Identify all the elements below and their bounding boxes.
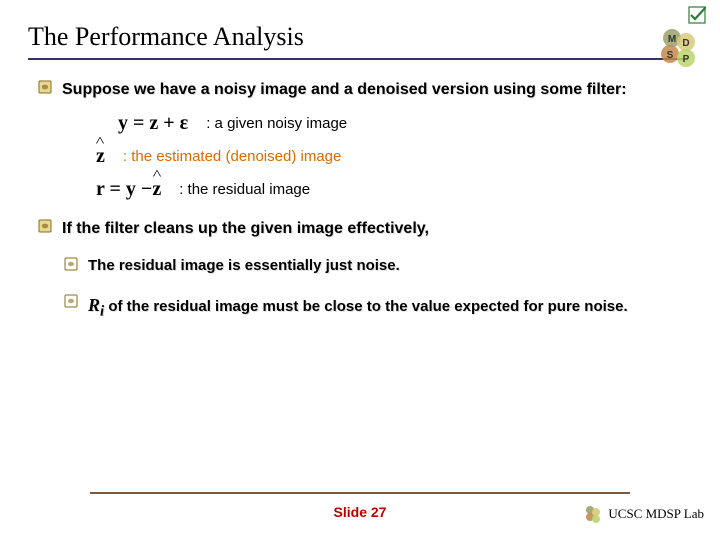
lab-logo-icon bbox=[583, 504, 603, 524]
bullet-item: The residual image is essentially just n… bbox=[64, 255, 692, 278]
bullet-item: Ri of the residual image must be close t… bbox=[64, 292, 692, 323]
lab-text: UCSC MDSP Lab bbox=[608, 506, 704, 522]
bullet-item: If the filter cleans up the given image … bbox=[38, 217, 692, 241]
formula-line: r = y − z : the residual image bbox=[96, 178, 692, 201]
corner-logo-icon: M D S P bbox=[654, 24, 702, 72]
formula-block: y = z + ε : a given noisy image z : the … bbox=[118, 112, 692, 201]
formula-zhat: z bbox=[96, 145, 105, 168]
formula-desc: : a given noisy image bbox=[206, 115, 347, 132]
formula-line: z : the estimated (denoised) image bbox=[96, 145, 692, 168]
page-title: The Performance Analysis bbox=[28, 22, 692, 52]
bullet-text: If the filter cleans up the given image … bbox=[62, 217, 429, 241]
bullet-text: Suppose we have a noisy image and a deno… bbox=[62, 78, 627, 102]
bullet-text: The residual image is essentially just n… bbox=[88, 255, 400, 278]
svg-text:S: S bbox=[667, 50, 674, 61]
slide-number: Slide 27 bbox=[334, 504, 387, 520]
formula-r: r = y − z bbox=[96, 178, 161, 201]
lab-logo: UCSC MDSP Lab bbox=[583, 504, 704, 524]
bullet-icon bbox=[64, 257, 78, 271]
title-rule bbox=[28, 58, 688, 60]
bullet-item: Suppose we have a noisy image and a deno… bbox=[38, 78, 692, 102]
bullet-text: Ri of the residual image must be close t… bbox=[88, 292, 628, 323]
bullet-icon bbox=[64, 294, 78, 308]
svg-text:P: P bbox=[683, 54, 690, 65]
formula-desc: : the estimated (denoised) image bbox=[123, 148, 341, 165]
slide-container: M D S P The Performance Analysis Suppose… bbox=[0, 0, 720, 540]
footer-rule bbox=[90, 492, 630, 494]
bullet-icon bbox=[38, 219, 52, 233]
math-symbol-Ri: Ri bbox=[88, 295, 104, 315]
svg-text:D: D bbox=[682, 38, 689, 49]
bullet-icon bbox=[38, 80, 52, 94]
formula-line: y = z + ε : a given noisy image bbox=[118, 112, 692, 135]
svg-text:M: M bbox=[668, 34, 676, 45]
corner-checkmark-icon bbox=[688, 6, 706, 24]
formula-y: y = z + ε bbox=[118, 112, 188, 135]
formula-desc: : the residual image bbox=[179, 181, 310, 198]
bullet-text-suffix: of the residual image must be close to t… bbox=[104, 298, 627, 315]
